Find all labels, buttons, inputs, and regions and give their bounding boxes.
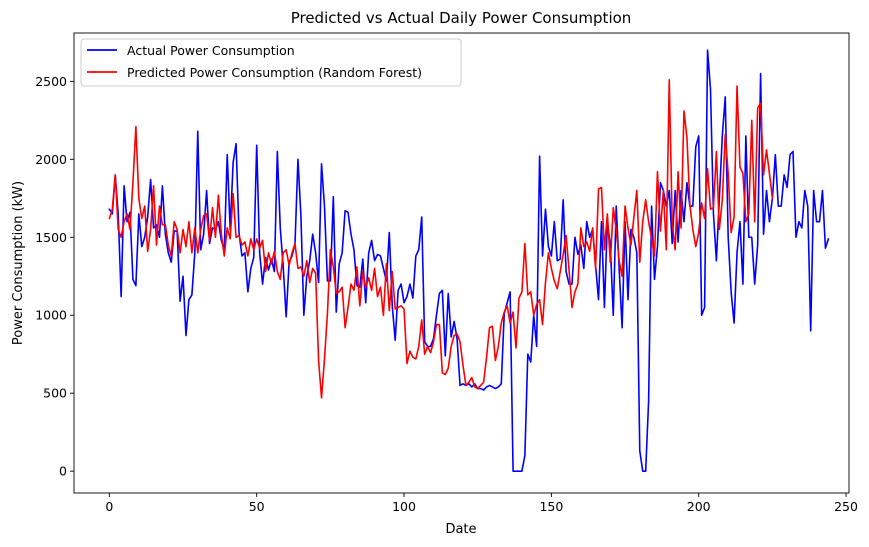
legend-box — [80, 38, 462, 87]
series-line-actual — [108, 49, 830, 472]
x-tick-label: 0 — [105, 499, 113, 514]
plot-area-frame — [73, 32, 850, 494]
x-tick-label: 250 — [834, 499, 858, 514]
y-tick-label: 500 — [43, 386, 67, 401]
series-lines — [108, 49, 830, 472]
x-axis-ticks: 0 50 100 150 200 250 — [105, 493, 858, 514]
y-axis-ticks: 0 500 1000 1500 2000 2500 — [35, 74, 74, 479]
legend: Actual Power Consumption Predicted Power… — [80, 38, 462, 87]
series-line-predicted — [108, 78, 774, 399]
y-tick-label: 1000 — [35, 308, 67, 323]
x-tick-label: 50 — [249, 499, 265, 514]
x-tick-label: 100 — [392, 499, 416, 514]
y-tick-label: 0 — [59, 464, 67, 479]
x-tick-label: 150 — [539, 499, 563, 514]
y-axis-title: Power Consumption (kW) — [11, 181, 26, 345]
y-tick-label: 1500 — [35, 230, 67, 245]
x-tick-label: 200 — [687, 499, 711, 514]
x-axis-title: Date — [445, 522, 476, 537]
legend-label-predicted: Predicted Power Consumption (Random Fore… — [127, 65, 422, 80]
y-tick-label: 2000 — [35, 152, 67, 167]
chart-title: Predicted vs Actual Daily Power Consumpt… — [291, 9, 632, 27]
legend-label-actual: Actual Power Consumption — [127, 43, 295, 58]
y-tick-label: 2500 — [35, 74, 67, 89]
